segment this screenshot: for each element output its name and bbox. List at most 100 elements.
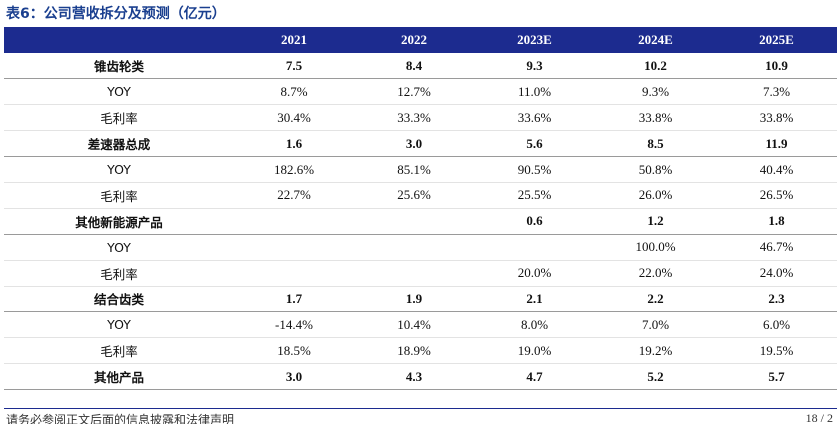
table-cell: 25.5% xyxy=(474,182,595,209)
row-label: 毛利率 xyxy=(4,260,234,287)
row-label: 毛利率 xyxy=(4,182,234,209)
table-cell: 7.5 xyxy=(234,53,354,80)
footer-disclaimer: 请务必参阅正文后面的信息披露和法律声明 xyxy=(6,413,235,424)
table-cell: 3.0 xyxy=(354,130,474,158)
header-cell-year: 2024E xyxy=(595,27,716,53)
table-cell: 2.2 xyxy=(595,286,716,313)
row-label: YOY xyxy=(4,311,234,339)
table-body: 锥齿轮类 7.5 8.4 9.3 10.2 10.9 YOY 8.7% 12.7% 11.0% 9.… xyxy=(4,53,837,391)
table-cell: 0.6 xyxy=(474,208,595,235)
table-cell: 10.4% xyxy=(354,311,474,339)
table-cell: 20.0% xyxy=(474,260,595,287)
table-cell: 26.0% xyxy=(595,182,716,209)
table-cell: 1.6 xyxy=(234,130,354,158)
table-cell: 7.3% xyxy=(716,78,837,106)
table-cell: 2.3 xyxy=(716,286,837,313)
table-cell: 10.9 xyxy=(716,53,837,80)
header-cell-year: 2023E xyxy=(474,27,595,53)
page-number: 18 / 2 xyxy=(805,411,833,424)
table-row: 其他产品 3.0 4.3 4.7 5.2 5.7 xyxy=(4,363,837,391)
table-cell: 46.7% xyxy=(716,234,837,261)
table-cell: 3.0 xyxy=(234,363,354,391)
table-cell: 50.8% xyxy=(595,156,716,183)
table-row: 其他新能源产品 0.6 1.2 1.8 xyxy=(4,208,837,235)
table-caption: 表6：公司营收拆分及预测（亿元） xyxy=(6,6,226,22)
table-row: 差速器总成 1.6 3.0 5.6 8.5 11.9 xyxy=(4,130,837,158)
table-cell: 8.4 xyxy=(354,53,474,80)
table-cell: 24.0% xyxy=(716,260,837,287)
table-row: 毛利率 18.5% 18.9% 19.0% 19.2% 19.5% xyxy=(4,337,837,365)
table-row: 毛利率 30.4% 33.3% 33.6% 33.8% 33.8% xyxy=(4,104,837,132)
table-cell: 100.0% xyxy=(595,234,716,261)
header-cell-year: 2022 xyxy=(354,27,474,53)
table-cell xyxy=(234,208,354,235)
table-cell: 4.7 xyxy=(474,363,595,391)
row-label: 锥齿轮类 xyxy=(4,53,234,80)
row-label: 其他新能源产品 xyxy=(4,208,234,235)
table-cell: 9.3 xyxy=(474,53,595,80)
table-cell: 18.5% xyxy=(234,337,354,365)
row-label: YOY xyxy=(4,78,234,106)
row-label: YOY xyxy=(4,234,234,261)
row-label: 差速器总成 xyxy=(4,130,234,158)
table-cell xyxy=(354,234,474,261)
table-cell xyxy=(354,208,474,235)
table-cell: 5.2 xyxy=(595,363,716,391)
table-cell: 11.0% xyxy=(474,78,595,106)
table-cell: 12.7% xyxy=(354,78,474,106)
table-cell xyxy=(474,234,595,261)
table-cell: 40.4% xyxy=(716,156,837,183)
row-label: 结合齿类 xyxy=(4,286,234,313)
table-cell: 33.8% xyxy=(716,104,837,132)
table-cell: 18.9% xyxy=(354,337,474,365)
revenue-forecast-table: 2021 2022 2023E 2024E 2025E 锥齿轮类 7.5 8.4 9.3 10.… xyxy=(4,27,837,391)
table-row: YOY 100.0% 46.7% xyxy=(4,234,837,261)
row-label: YOY xyxy=(4,156,234,183)
table-cell: 2.1 xyxy=(474,286,595,313)
table-cell: 11.9 xyxy=(716,130,837,158)
table-cell: 90.5% xyxy=(474,156,595,183)
row-label: 其他产品 xyxy=(4,363,234,391)
table-cell xyxy=(234,234,354,261)
header-cell-year: 2021 xyxy=(234,27,354,53)
table-cell: 4.3 xyxy=(354,363,474,391)
table-row: YOY -14.4% 10.4% 8.0% 7.0% 6.0% xyxy=(4,311,837,339)
table-row: YOY 182.6% 85.1% 90.5% 50.8% 40.4% xyxy=(4,156,837,183)
table-cell: 30.4% xyxy=(234,104,354,132)
table-cell: 85.1% xyxy=(354,156,474,183)
footer-divider xyxy=(4,408,837,409)
table-cell: 33.8% xyxy=(595,104,716,132)
table-row: YOY 8.7% 12.7% 11.0% 9.3% 7.3% xyxy=(4,78,837,106)
table-cell: 182.6% xyxy=(234,156,354,183)
table-cell: 22.0% xyxy=(595,260,716,287)
table-header-row: 2021 2022 2023E 2024E 2025E xyxy=(4,27,837,53)
table-cell: 25.6% xyxy=(354,182,474,209)
row-label: 毛利率 xyxy=(4,337,234,365)
table-cell: 7.0% xyxy=(595,311,716,339)
table-cell xyxy=(234,260,354,287)
table-cell: 1.8 xyxy=(716,208,837,235)
table-cell: 19.0% xyxy=(474,337,595,365)
table-cell: 6.0% xyxy=(716,311,837,339)
table-cell xyxy=(354,260,474,287)
table-cell: 33.6% xyxy=(474,104,595,132)
table-cell: 9.3% xyxy=(595,78,716,106)
table-row: 毛利率 22.7% 25.6% 25.5% 26.0% 26.5% xyxy=(4,182,837,209)
table-cell: 5.7 xyxy=(716,363,837,391)
table-cell: 8.0% xyxy=(474,311,595,339)
table-cell: 19.2% xyxy=(595,337,716,365)
header-cell-year: 2025E xyxy=(716,27,837,53)
table-cell: 8.7% xyxy=(234,78,354,106)
table-row: 结合齿类 1.7 1.9 2.1 2.2 2.3 xyxy=(4,286,837,313)
table-cell: 1.7 xyxy=(234,286,354,313)
table-row: 锥齿轮类 7.5 8.4 9.3 10.2 10.9 xyxy=(4,53,837,80)
table-cell: 22.7% xyxy=(234,182,354,209)
table-cell: 26.5% xyxy=(716,182,837,209)
table-cell: -14.4% xyxy=(234,311,354,339)
row-label: 毛利率 xyxy=(4,104,234,132)
table-cell: 8.5 xyxy=(595,130,716,158)
header-cell-label xyxy=(4,27,234,53)
table-cell: 1.9 xyxy=(354,286,474,313)
table-cell: 19.5% xyxy=(716,337,837,365)
table-cell: 1.2 xyxy=(595,208,716,235)
